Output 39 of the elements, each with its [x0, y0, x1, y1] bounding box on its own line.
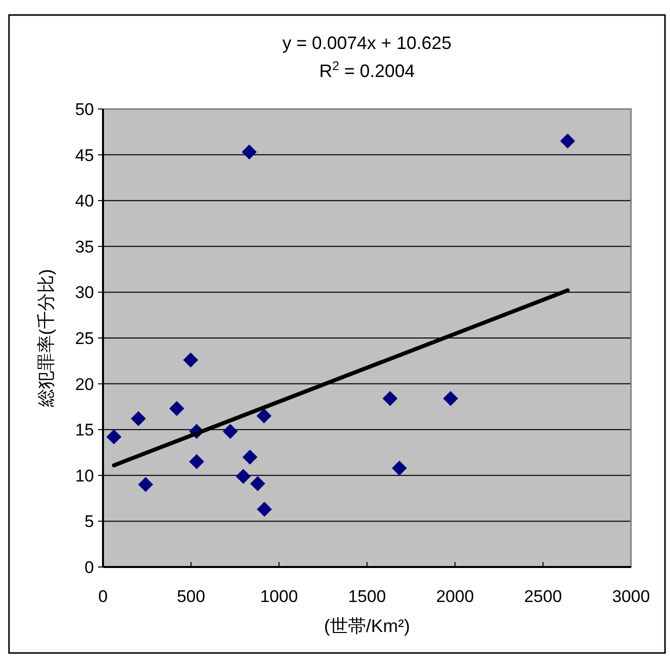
point: [256, 408, 272, 424]
point: [256, 502, 272, 517]
y-tick-label: 25: [75, 329, 94, 348]
point: [443, 390, 458, 406]
text: R$^{2}$ = 0.2004: [319, 59, 415, 81]
point: [382, 390, 398, 406]
text: y = 0.0074x + 10.625: [282, 33, 452, 53]
x-tick-label: 0: [98, 587, 108, 606]
point: [222, 424, 238, 439]
point: [392, 460, 407, 476]
x-tick-label: 2000: [436, 587, 474, 606]
point: [106, 429, 122, 444]
point: [242, 450, 258, 465]
y-tick-label: 40: [75, 192, 94, 211]
point: [189, 454, 204, 470]
x-tick-label: 3000: [612, 587, 650, 606]
point: [250, 476, 266, 492]
x-tick-label: 2500: [524, 587, 562, 606]
point: [169, 401, 184, 416]
point: [130, 411, 146, 426]
y-tick-label: 0: [84, 558, 94, 577]
y-tick-label: 5: [84, 512, 94, 532]
x-tick-label: 1500: [348, 587, 386, 606]
x-axis-title: (世帯/Km²): [324, 616, 410, 636]
y-tick-label: 50: [75, 100, 94, 119]
point: [138, 477, 154, 492]
y-axis-title: 総犯罪率(千分比): [36, 269, 56, 408]
y-tick-label: 35: [75, 237, 94, 256]
point: [242, 144, 257, 160]
y-tick-label: 30: [75, 283, 94, 302]
x-tick-label: 1000: [260, 587, 298, 606]
point: [236, 468, 251, 484]
x-tick-label: 500: [176, 587, 206, 606]
y-tick-label: 45: [75, 146, 94, 165]
point: [560, 134, 576, 149]
point: [183, 352, 198, 368]
y-tick-label: 20: [75, 374, 94, 394]
y-tick-label: 15: [75, 420, 94, 440]
y-tick-label: 10: [75, 466, 94, 486]
